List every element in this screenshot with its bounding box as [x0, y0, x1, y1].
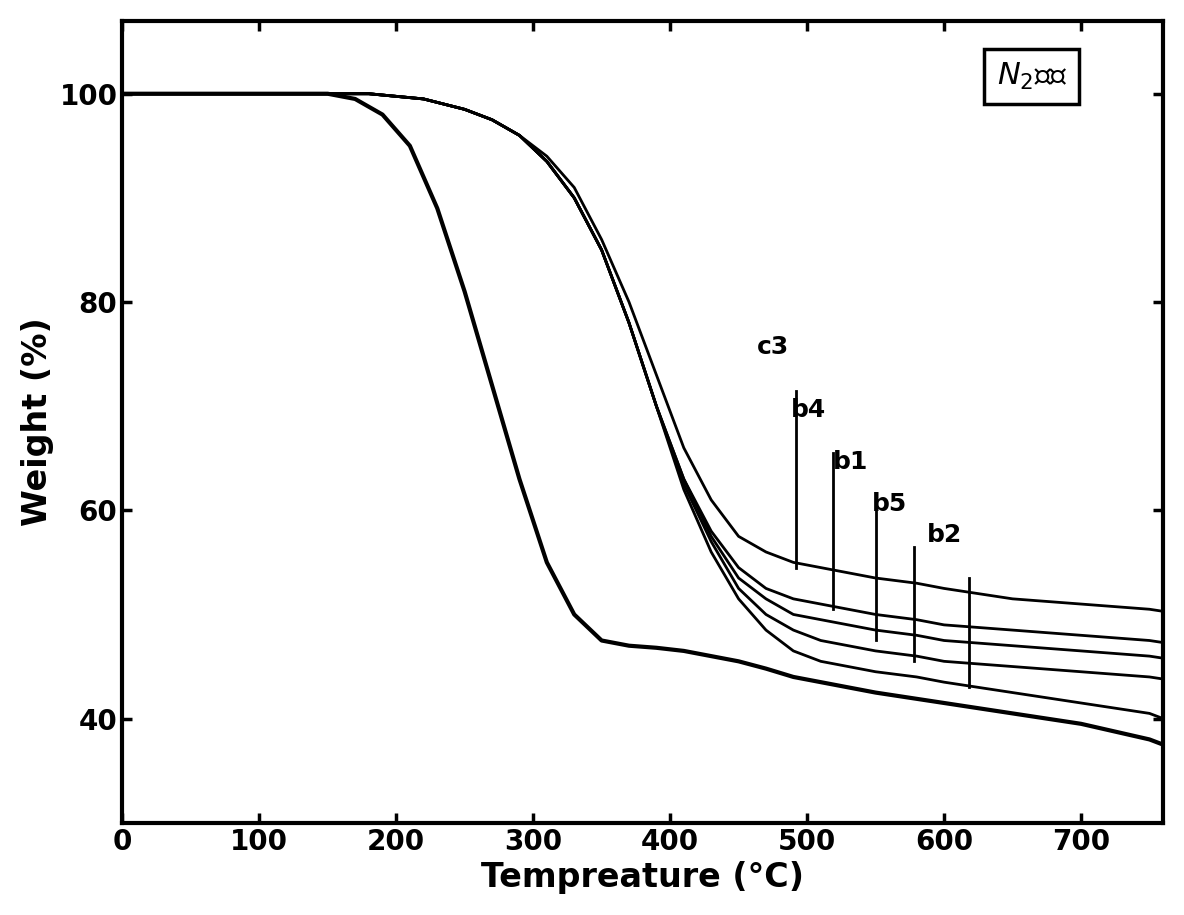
- X-axis label: Tempreature (°C): Tempreature (°C): [481, 861, 804, 894]
- Text: c3: c3: [757, 335, 790, 360]
- Text: b5: b5: [871, 491, 907, 515]
- Y-axis label: Weight (%): Weight (%): [21, 318, 53, 526]
- Text: $N_2$氛围: $N_2$氛围: [997, 61, 1067, 92]
- Text: b1: b1: [834, 450, 869, 474]
- Text: b2: b2: [927, 522, 961, 547]
- Text: b4: b4: [791, 398, 826, 422]
